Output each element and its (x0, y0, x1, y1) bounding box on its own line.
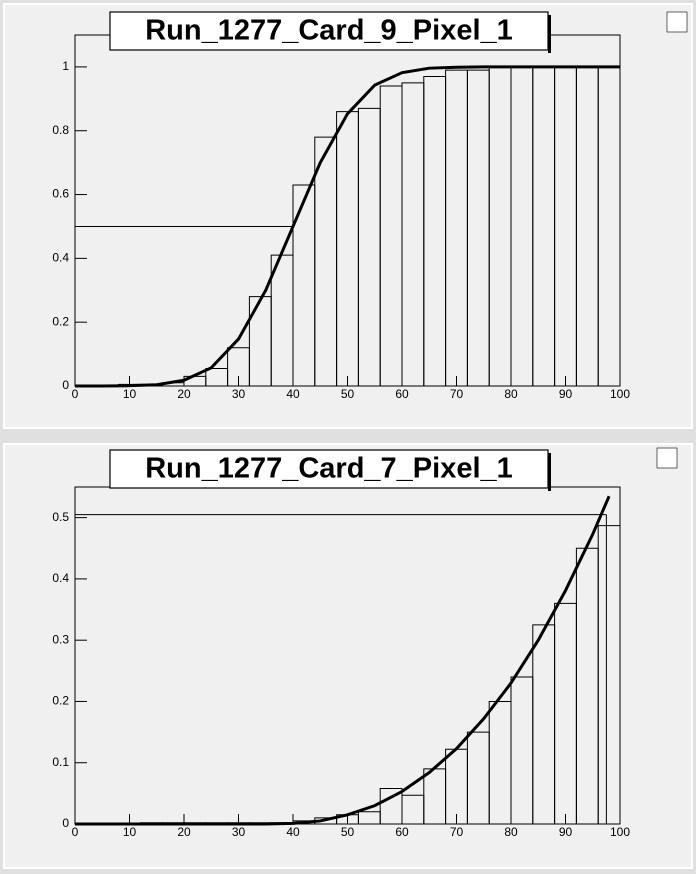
plot-frame (74, 486, 621, 825)
x-tick-label: 90 (559, 825, 573, 839)
x-tick-label: 30 (232, 825, 246, 839)
y-tick-label: 0.2 (52, 314, 69, 328)
x-tick-label: 90 (559, 387, 573, 401)
x-tick-label: 40 (286, 387, 300, 401)
title-box (109, 11, 549, 51)
fit-curve (75, 495, 611, 826)
x-tick-label: 70 (450, 825, 464, 839)
x-tick-label: 60 (395, 825, 409, 839)
plot-frame (74, 34, 621, 387)
x-tick-label: 0 (72, 825, 79, 839)
y-tick-label: 0.2 (52, 694, 69, 708)
x-tick-label: 50 (341, 387, 355, 401)
x-tick-label: 0 (72, 387, 79, 401)
chart-title: Run_1277_Card_7_Pixel_1 (145, 453, 513, 485)
x-tick-label: 100 (610, 387, 630, 401)
chart-title: Run_1277_Card_9_Pixel_1 (145, 15, 513, 47)
x-tick-label: 80 (504, 387, 518, 401)
x-tick-label: 80 (504, 825, 518, 839)
x-tick-label: 10 (123, 387, 137, 401)
y-tick-label: 0.8 (52, 123, 69, 137)
x-tick-label: 50 (341, 825, 355, 839)
y-tick-label: 0.5 (52, 510, 69, 524)
title-box (109, 449, 549, 489)
y-tick-label: 1 (62, 59, 69, 73)
stats-box (656, 447, 678, 469)
x-tick-label: 30 (232, 387, 246, 401)
y-tick-label: 0 (62, 816, 69, 830)
y-tick-label: 0.4 (52, 571, 69, 585)
y-tick-label: 0.6 (52, 187, 69, 201)
histogram-bin (597, 525, 621, 824)
x-tick-label: 100 (610, 825, 630, 839)
y-tick-label: 0.1 (52, 755, 69, 769)
x-tick-label: 70 (450, 387, 464, 401)
y-tick-label: 0.3 (52, 632, 69, 646)
stats-box (666, 11, 688, 33)
fit-curve (75, 65, 620, 388)
x-tick-label: 20 (177, 387, 191, 401)
x-tick-label: 40 (286, 825, 300, 839)
title-shadow (548, 15, 551, 53)
x-tick-label: 60 (395, 387, 409, 401)
y-tick-label: 0.4 (52, 251, 69, 265)
x-tick-label: 10 (123, 825, 137, 839)
title-shadow (548, 453, 551, 491)
x-tick-label: 20 (177, 825, 191, 839)
y-tick-label: 0 (62, 378, 69, 392)
